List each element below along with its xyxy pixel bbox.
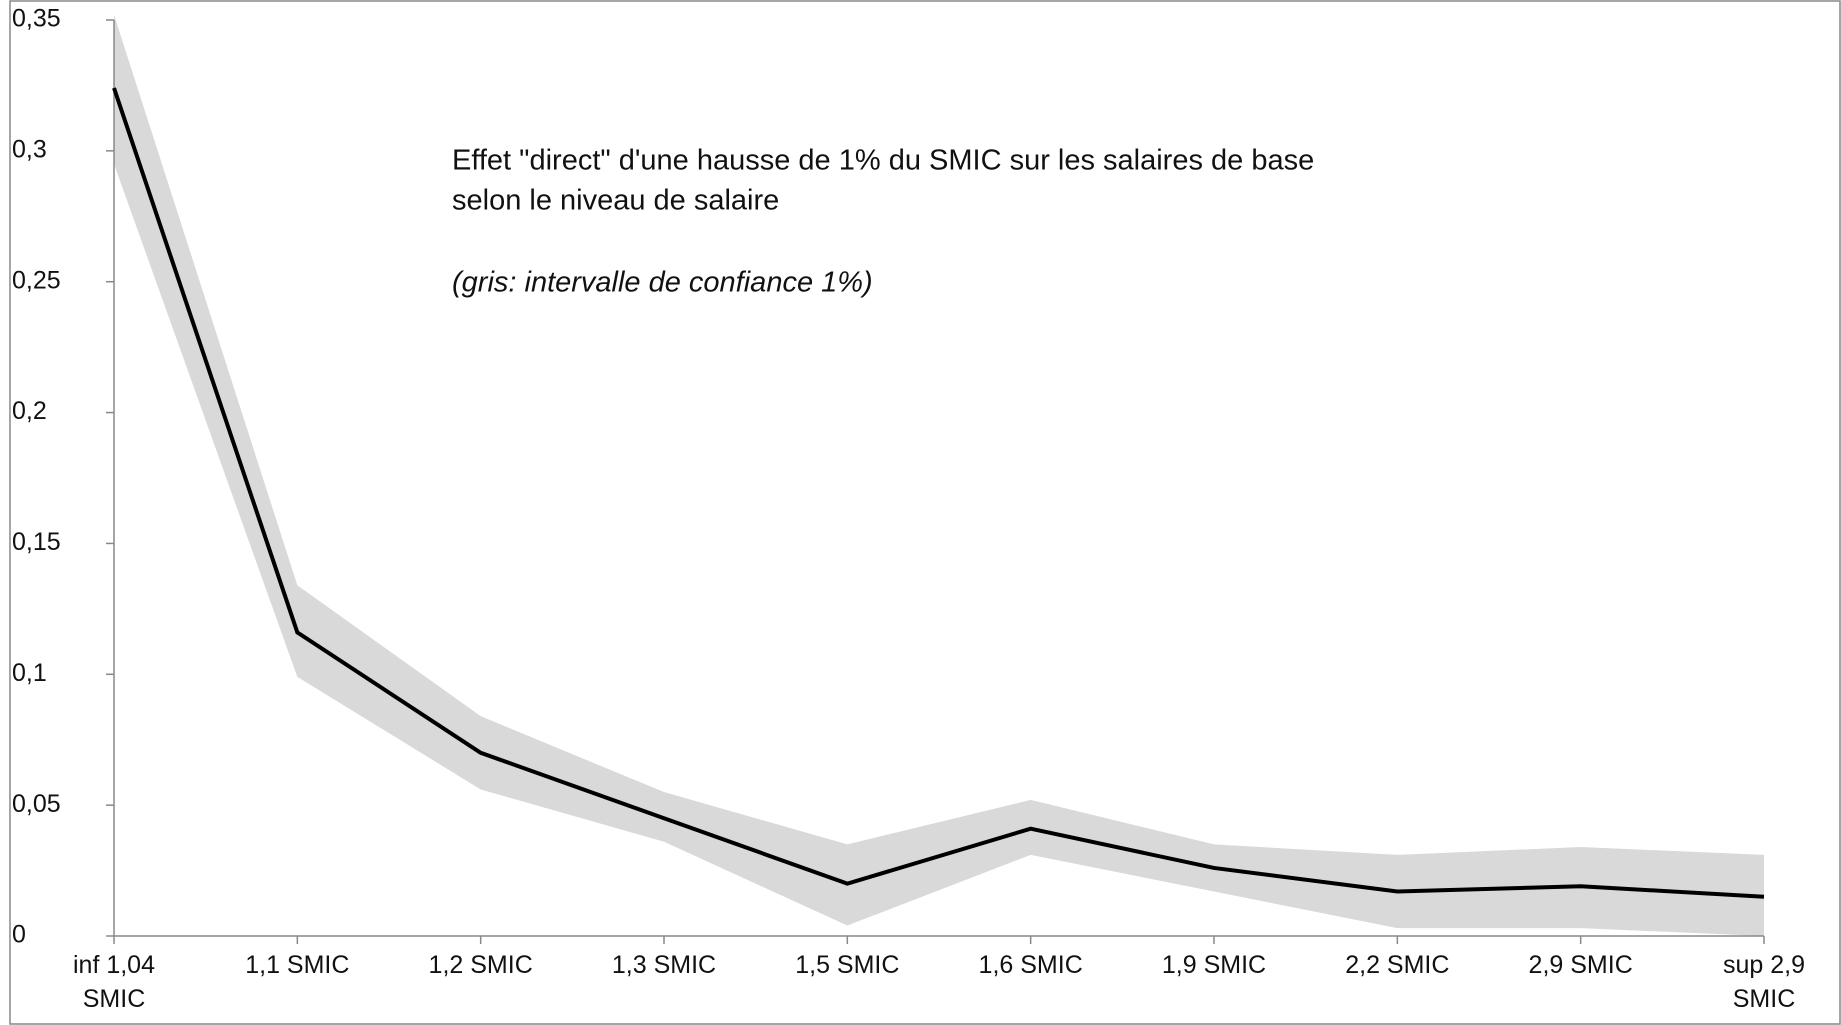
x-tick-label: 2,2 SMIC (1345, 951, 1450, 979)
y-tick-label: 0 (12, 921, 26, 949)
chart-title: Effet "direct" d'une hausse de 1% du SMI… (452, 145, 1314, 177)
x-tick-label: 1,5 SMIC (795, 951, 900, 979)
y-tick-label: 0,3 (12, 135, 47, 163)
x-tick-label: 1,6 SMIC (978, 951, 1083, 979)
y-tick-label: 0,25 (12, 266, 61, 294)
x-tick-label: 1,3 SMIC (611, 951, 717, 979)
x-tick-label: sup 2,9 SMIC (1722, 951, 1805, 1013)
annotation: (gris: intervalle de confiance 1%) (452, 267, 873, 299)
y-tick-label: 0,1 (12, 659, 47, 687)
chart-subtitle: selon le niveau de salaire (452, 185, 779, 217)
y-tick-label: 0,15 (12, 528, 61, 556)
x-tick-label: 1,1 SMIC (245, 951, 350, 979)
x-tick-label: 1,2 SMIC (428, 951, 533, 979)
x-tick-label: inf 1,04 SMIC (72, 951, 155, 1013)
x-tick-label: 2,9 SMIC (1528, 951, 1633, 979)
y-tick-label: 0,05 (12, 790, 61, 818)
y-tick-label: 0,35 (12, 5, 61, 33)
y-tick-label: 0,2 (12, 397, 47, 425)
line (112, 87, 1765, 899)
x-tick-label: 1,9 SMIC (1161, 951, 1267, 979)
frame (9, 0, 1841, 1025)
